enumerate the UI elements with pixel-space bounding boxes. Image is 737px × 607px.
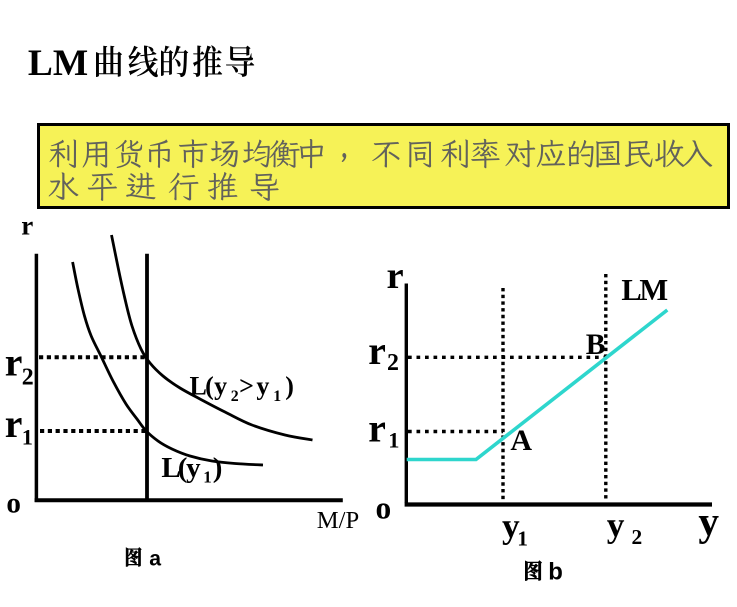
svg-text:L: L [621,273,641,307]
svg-text:2: 2 [632,525,643,549]
svg-text:a: a [149,548,161,571]
svg-text:1: 1 [517,527,528,551]
svg-text:y: y [214,371,227,400]
svg-text:2: 2 [22,365,34,391]
svg-text:r: r [368,407,386,451]
svg-text:y: y [186,452,201,484]
svg-text:y: y [698,498,719,544]
svg-text:2: 2 [387,350,399,376]
svg-text:b: b [548,559,563,586]
svg-text:M: M [639,273,668,307]
svg-text:r: r [21,211,33,241]
svg-text:1: 1 [273,388,281,405]
svg-text:M/P: M/P [317,507,359,534]
svg-text:r: r [5,341,23,385]
svg-text:L: L [161,452,180,484]
svg-text:L: L [190,371,207,400]
svg-text:1: 1 [388,428,399,453]
svg-text:r: r [5,402,23,446]
svg-text:1: 1 [22,425,33,450]
svg-text:A: A [510,424,532,457]
svg-text:): ) [213,452,223,484]
svg-text:1: 1 [203,467,211,486]
svg-text:y: y [256,371,269,400]
svg-text:>: > [239,371,254,400]
svg-text:): ) [285,371,294,400]
svg-text:LM: LM [28,43,88,84]
svg-text:o: o [376,491,392,526]
svg-text:(: ( [205,371,214,400]
svg-text:2: 2 [231,388,239,405]
svg-text:y: y [502,506,520,546]
svg-text:o: o [6,488,21,520]
svg-text:r: r [368,329,386,373]
svg-text:y: y [607,505,625,545]
svg-text:r: r [387,255,404,297]
svg-text:(: ( [178,452,188,484]
svg-text:B: B [586,329,606,361]
